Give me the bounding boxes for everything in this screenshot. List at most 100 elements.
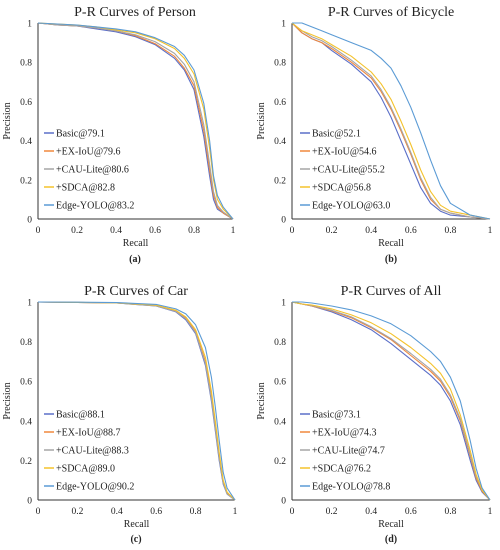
y-tick-label: 0.8 (20, 338, 32, 348)
y-tick-label: 0.8 (20, 59, 32, 69)
legend-label: Edge-YOLO@83.2 (56, 201, 134, 212)
series-line-edge-yolo (37, 22, 234, 220)
x-tick-label: 0.4 (110, 226, 122, 236)
x-axis-label: Recall (123, 238, 149, 249)
y-tick-label: 1 (27, 299, 32, 309)
y-tick-label: 0.4 (20, 417, 32, 427)
series-line-edge-yolo (37, 301, 236, 501)
legend-label: +SDCA@82.8 (56, 183, 115, 194)
series-line-sdca (291, 22, 491, 220)
legend-label: +CAU-Lite@55.2 (312, 165, 385, 176)
y-axis-label: Precision (256, 102, 267, 139)
y-tick-label: 1 (27, 20, 32, 30)
x-tick-label: 0.4 (365, 226, 377, 236)
x-tick-label: 0.6 (150, 507, 162, 517)
legend-label: +SDCA@89.0 (56, 464, 115, 475)
y-tick-label: 0 (281, 497, 286, 507)
legend: Basic@79.1 +EX-IoU@79.6 +CAU-Lite@80.6 +SDC… (44, 129, 134, 212)
chart-panel-3: P-R Curves of Car 0 0.2 0.4 0.6 0.8 1 0 0.2 0.4 0.… (2, 284, 238, 545)
legend-label: Basic@52.1 (312, 129, 361, 140)
y-tick-label: 0.6 (20, 98, 32, 108)
y-tick-label: 1 (281, 299, 286, 309)
x-tick-label: 0.8 (188, 226, 200, 236)
y-axis-label: Precision (2, 102, 13, 139)
legend-label: +CAU-Lite@88.3 (56, 446, 129, 457)
x-tick-label: 0.2 (326, 226, 338, 236)
x-tick-label: 1 (233, 507, 238, 517)
chart-panel-2: P-R Curves of Bicycle 0 0.2 0.4 0.6 0.8 1 0 0.2 0… (256, 5, 493, 265)
y-tick-label: 0.4 (274, 417, 286, 427)
x-axis-label: Recall (378, 238, 404, 249)
series-line-cau-lite (291, 301, 491, 501)
chart-title: P-R Curves of Car (84, 284, 188, 299)
x-tick-label: 1 (231, 226, 236, 236)
chart-title: P-R Curves of All (341, 284, 442, 299)
y-tick-label: 0.4 (20, 137, 32, 147)
chart-panel-1: P-R Curves of Person 0 0.2 0.4 0.6 0.8 1 0 0.2 0.… (2, 5, 236, 265)
x-tick-label: 0.4 (365, 507, 377, 517)
x-tick-label: 0 (36, 507, 41, 517)
series-line-cau-lite (291, 22, 491, 220)
y-tick-label: 0 (27, 216, 32, 226)
legend-label: +EX-IoU@74.3 (312, 428, 377, 439)
y-tick-label: 0.6 (274, 98, 286, 108)
panel-caption: (a) (129, 254, 141, 265)
x-tick-label: 1 (488, 226, 493, 236)
y-tick-label: 0.4 (274, 137, 286, 147)
panel-caption: (d) (385, 534, 397, 545)
legend-label: Edge-YOLO@78.8 (312, 482, 390, 493)
x-axis-label: Recall (124, 519, 150, 530)
x-tick-label: 0.8 (190, 507, 202, 517)
y-tick-label: 0.6 (20, 378, 32, 388)
y-tick-label: 0.2 (20, 176, 32, 186)
x-tick-label: 0.8 (444, 507, 456, 517)
y-tick-label: 0.2 (20, 457, 32, 467)
y-tick-label: 0.8 (274, 59, 286, 69)
y-tick-label: 0.2 (274, 457, 286, 467)
x-tick-label: 0.8 (444, 226, 456, 236)
x-tick-label: 0 (290, 226, 295, 236)
y-tick-label: 0.8 (274, 338, 286, 348)
y-tick-label: 0 (27, 497, 32, 507)
chart-panel-4: P-R Curves of All 0 0.2 0.4 0.6 0.8 1 0 0.2 0.4 0.… (256, 284, 493, 545)
x-tick-label: 0.4 (111, 507, 123, 517)
x-tick-label: 0.6 (405, 507, 417, 517)
series-line-edge-yolo (292, 22, 491, 220)
x-tick-label: 0.2 (326, 507, 338, 517)
chart-title: P-R Curves of Bicycle (328, 5, 454, 20)
y-tick-label: 0 (281, 216, 286, 226)
legend-label: +CAU-Lite@80.6 (56, 165, 129, 176)
legend-label: +EX-IoU@54.6 (312, 147, 377, 158)
x-tick-label: 0.2 (71, 226, 83, 236)
x-tick-label: 0.6 (405, 226, 417, 236)
y-axis-label: Precision (2, 382, 13, 419)
legend-label: +EX-IoU@79.6 (56, 147, 121, 158)
legend-label: Basic@73.1 (312, 410, 361, 421)
legend-label: +SDCA@56.8 (312, 183, 371, 194)
x-tick-label: 0 (36, 226, 41, 236)
legend-label: Edge-YOLO@63.0 (312, 201, 390, 212)
legend-label: +CAU-Lite@74.7 (312, 446, 385, 457)
legend-label: +EX-IoU@88.7 (56, 428, 121, 439)
legend: Basic@52.1 +EX-IoU@54.6 +CAU-Lite@55.2 +SDC… (300, 129, 390, 212)
y-tick-label: 1 (281, 20, 286, 30)
legend: Basic@88.1 +EX-IoU@88.7 +CAU-Lite@88.3 +SDC… (44, 410, 134, 493)
x-axis-label: Recall (378, 519, 404, 530)
legend: Basic@73.1 +EX-IoU@74.3 +CAU-Lite@74.7 +SDC… (300, 410, 390, 493)
legend-label: Edge-YOLO@90.2 (56, 482, 134, 493)
series-line-edge-yolo (292, 301, 491, 501)
x-tick-label: 0.6 (149, 226, 161, 236)
x-tick-label: 0.2 (71, 507, 83, 517)
panel-caption: (b) (385, 254, 397, 265)
panel-caption: (c) (130, 534, 141, 545)
x-tick-label: 0 (290, 507, 295, 517)
legend-label: +SDCA@76.2 (312, 464, 371, 475)
y-axis-label: Precision (256, 382, 267, 419)
y-tick-label: 0.2 (274, 176, 286, 186)
y-tick-label: 0.6 (274, 378, 286, 388)
legend-label: Basic@88.1 (56, 410, 105, 421)
chart-title: P-R Curves of Person (74, 5, 196, 20)
legend-label: Basic@79.1 (56, 129, 105, 140)
x-tick-label: 1 (488, 507, 493, 517)
